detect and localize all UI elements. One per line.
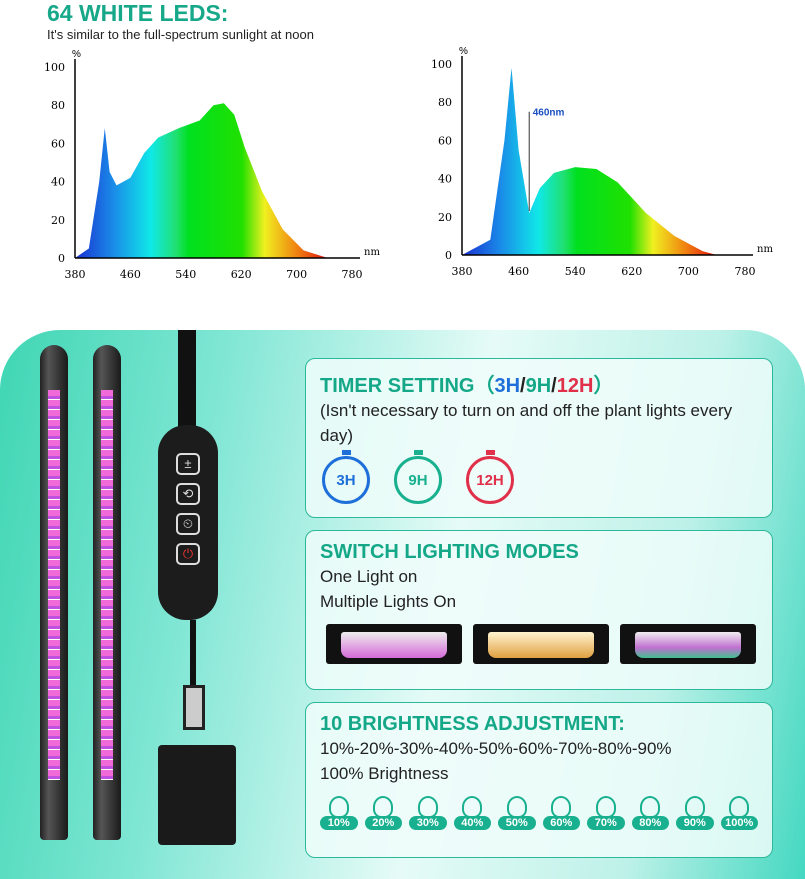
y-tick-label: 60 (438, 134, 452, 147)
mode-image (473, 624, 609, 664)
grow-light-bar (93, 345, 121, 840)
brightness-title: 10 BRIGHTNESS ADJUSTMENT: (320, 713, 625, 735)
timer-panel: TIMER SETTING（3H/9H/12H） (Isn't necessar… (305, 358, 773, 518)
modes-panel: SWITCH LIGHTING MODES One Light on Multi… (305, 530, 773, 690)
x-tick-label: 380 (452, 265, 473, 278)
brightness-level: 50% (498, 816, 536, 830)
x-tick-label: 380 (65, 268, 86, 281)
y-tick-label: 80 (51, 99, 65, 112)
bulb-icon: 70% (587, 790, 625, 830)
modes-line1: One Light on (320, 567, 418, 586)
brightness-line2: 100% Brightness (320, 764, 449, 783)
modes-title: SWITCH LIGHTING MODES (320, 541, 579, 563)
spectrum-area (462, 67, 717, 255)
mode-image (620, 624, 756, 664)
x-tick-label: 700 (678, 265, 699, 278)
x-axis-label: nm (757, 244, 773, 255)
bulb-icon: 100% (720, 790, 758, 830)
bulb-icon: 20% (364, 790, 402, 830)
bulb-icon: 80% (631, 790, 669, 830)
y-tick-label: 100 (431, 58, 452, 71)
mode-image (326, 624, 462, 664)
bulb-icon: 90% (676, 790, 714, 830)
brightness-level: 10% (320, 816, 358, 830)
brightness-level: 100% (720, 816, 758, 830)
grow-light-bar (40, 345, 68, 840)
bulb-icon: 50% (498, 790, 536, 830)
brightness-level: 90% (676, 816, 714, 830)
brightness-level: 40% (453, 816, 491, 830)
x-tick-label: 780 (735, 265, 756, 278)
y-tick-label: 100 (44, 61, 65, 74)
timer-desc: (Isn't necessary to turn on and off the … (320, 401, 733, 445)
controller-button[interactable]: ⏲ (176, 513, 200, 535)
brightness-level: 80% (631, 816, 669, 830)
brightness-level: 20% (364, 816, 402, 830)
controller-button[interactable]: ⟲ (176, 483, 200, 505)
spectrum-area (75, 103, 328, 258)
brightness-panel: 10 BRIGHTNESS ADJUSTMENT: 10%-20%-30%-40… (305, 702, 773, 858)
y-tick-label: 0 (58, 252, 65, 265)
controller-button[interactable]: ⏻ (176, 543, 200, 565)
y-axis-label: % (459, 46, 468, 57)
cable (190, 620, 196, 690)
x-tick-label: 780 (342, 268, 363, 281)
y-tick-label: 40 (438, 173, 452, 186)
bulb-icon: 40% (453, 790, 491, 830)
spectrum-charts: 380 460 540 620 700 780 0 20 40 60 80 100 nm% 380 460 5… (44, 46, 773, 281)
timer-icon-9H: 9H (394, 450, 442, 504)
y-axis-label: % (72, 49, 81, 60)
modes-line2: Multiple Lights On (320, 592, 457, 611)
controller-button[interactable]: ± (176, 453, 200, 475)
x-tick-label: 540 (175, 268, 196, 281)
x-tick-label: 540 (565, 265, 586, 278)
y-tick-label: 20 (438, 211, 452, 224)
y-tick-label: 60 (51, 137, 65, 150)
x-axis-label: nm (364, 247, 380, 258)
y-tick-label: 40 (51, 176, 65, 189)
x-tick-label: 460 (508, 265, 529, 278)
headline: 64 WHITE LEDS: (47, 0, 229, 26)
timer-title: TIMER SETTING（3H/9H/12H） (320, 375, 614, 397)
usb-plug (183, 685, 205, 730)
x-tick-label: 620 (621, 265, 642, 278)
annotation-label: 460nm (533, 108, 565, 119)
y-tick-label: 80 (438, 96, 452, 109)
timer-icon-3H: 3H (322, 450, 370, 504)
power-adapter (158, 745, 236, 845)
bulb-icon: 60% (542, 790, 580, 830)
x-tick-label: 620 (231, 268, 252, 281)
brightness-level: 60% (542, 816, 580, 830)
y-tick-label: 0 (445, 249, 452, 262)
x-tick-label: 460 (120, 268, 141, 281)
bulb-icon: 10% (320, 790, 358, 830)
x-tick-label: 700 (286, 268, 307, 281)
gooseneck (178, 330, 196, 440)
y-tick-label: 20 (51, 214, 65, 227)
timer-icon-12H: 12H (466, 450, 514, 504)
subtitle: It's similar to the full-spectrum sunlig… (47, 27, 314, 42)
brightness-level: 70% (587, 816, 625, 830)
bulb-icon: 30% (409, 790, 447, 830)
brightness-level: 30% (409, 816, 447, 830)
brightness-line1: 10%-20%-30%-40%-50%-60%-70%-80%-90% (320, 739, 672, 758)
controller: ± ⟲ ⏲ ⏻ (158, 425, 218, 620)
